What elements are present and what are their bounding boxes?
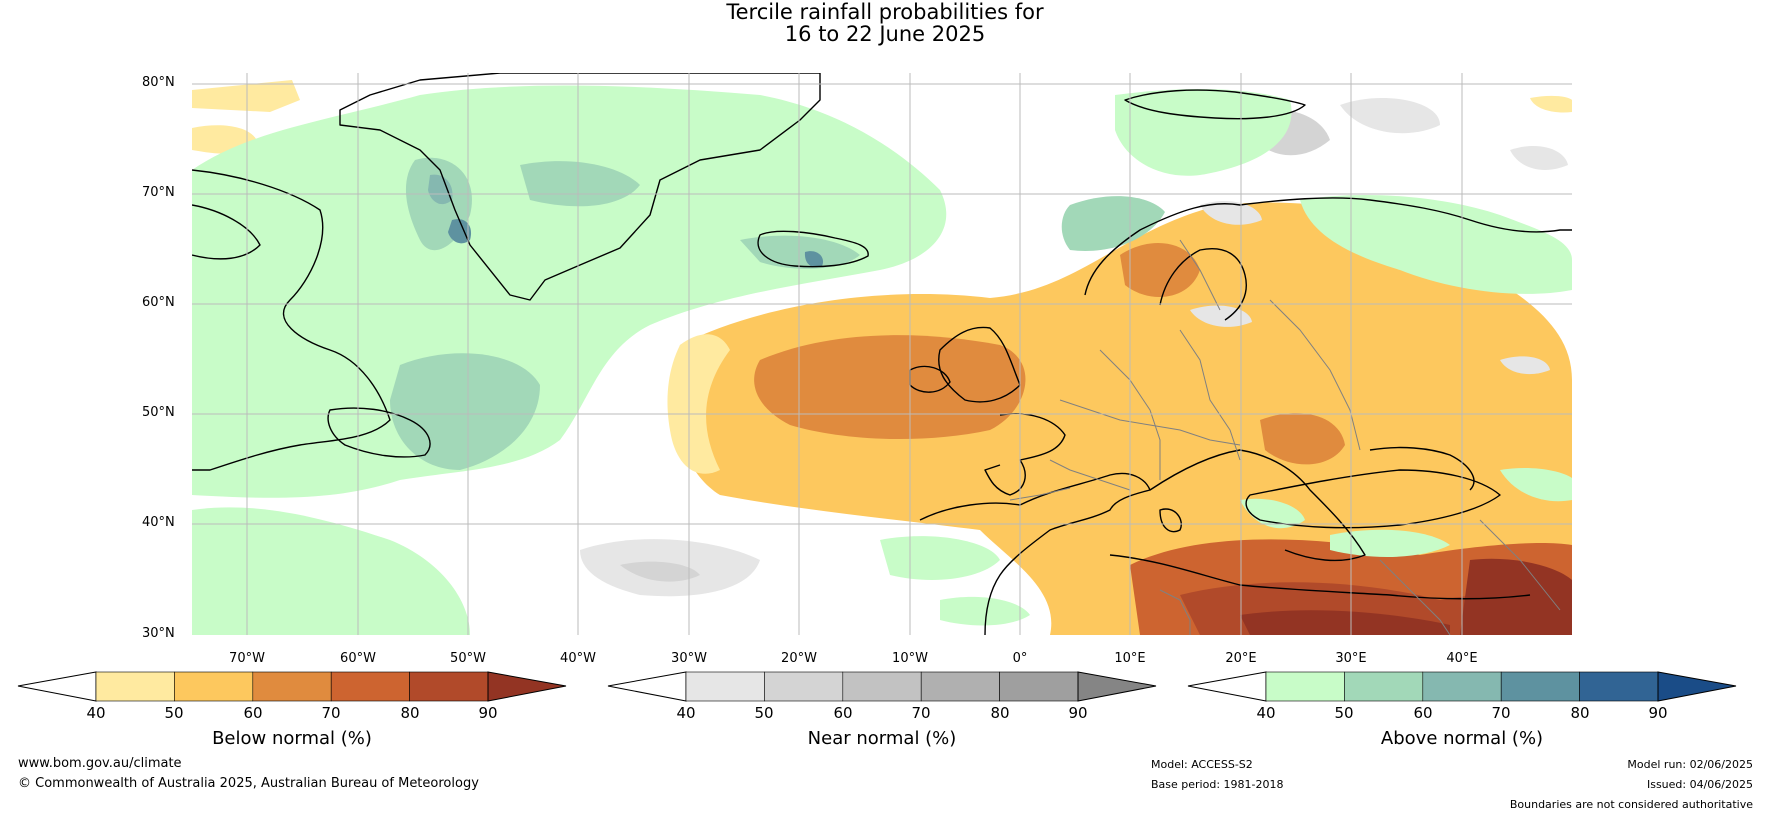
below-normal-tick: 60 (243, 704, 263, 722)
near-normal-tick: 50 (754, 704, 774, 722)
lon-label-40e: 40°E (1446, 651, 1478, 666)
lat-label-80n: 80°N (142, 75, 175, 90)
lon-label-30e: 30°E (1335, 651, 1367, 666)
model-name: Model: ACCESS-S2 (1151, 758, 1253, 771)
lat-label-50n: 50°N (142, 405, 175, 420)
colorbar-near-normal (607, 671, 1157, 702)
lon-label-30w: 30°W (671, 651, 707, 666)
lon-label-40w: 40°W (560, 651, 596, 666)
lat-label-40n: 40°N (142, 515, 175, 530)
below-normal-tick: 80 (400, 704, 420, 722)
above-normal-tick: 40 (1256, 704, 1276, 722)
above-normal-shading (192, 85, 1572, 635)
near-normal-tick: 40 (676, 704, 696, 722)
model-run-date: Model run: 02/06/2025 (1627, 758, 1753, 771)
map-title-line2: 16 to 22 June 2025 (784, 22, 986, 46)
near-normal-tick: 70 (911, 704, 931, 722)
lat-label-30n: 30°N (142, 626, 175, 641)
near-normal-tick: 60 (833, 704, 853, 722)
lon-label-10e: 10°E (1114, 651, 1146, 666)
lon-label-50w: 50°W (450, 651, 486, 666)
near-normal-tick: 90 (1068, 704, 1088, 722)
colorbar-below-normal (17, 671, 567, 702)
graticule (192, 73, 1572, 635)
below-normal-tick: 50 (164, 704, 184, 722)
near-normal-tick: 80 (990, 704, 1010, 722)
lon-label-60w: 60°W (340, 651, 376, 666)
above-normal-title: Above normal (%) (1380, 728, 1544, 749)
above-normal-tick: 80 (1570, 704, 1590, 722)
above-normal-tick: 70 (1491, 704, 1511, 722)
above-normal-tick: 60 (1413, 704, 1433, 722)
lon-label-20w: 20°W (781, 651, 817, 666)
lat-label-60n: 60°N (142, 295, 175, 310)
near-normal-title: Near normal (%) (807, 728, 957, 749)
issued-date: Issued: 04/06/2025 (1646, 778, 1753, 791)
below-normal-title: Below normal (%) (212, 728, 372, 749)
below-normal-tick: 90 (478, 704, 498, 722)
lon-label-20e: 20°E (1225, 651, 1257, 666)
above-normal-tick: 50 (1334, 704, 1354, 722)
website-link[interactable]: www.bom.gov.au/climate (18, 756, 182, 771)
lon-label-0: 0° (1012, 651, 1028, 666)
map-title-line1: Tercile rainfall probabilities for (726, 0, 1044, 24)
lon-label-10w: 10°W (892, 651, 928, 666)
base-period: Base period: 1981-2018 (1151, 778, 1284, 791)
colorbar-above-normal (1187, 671, 1737, 702)
boundaries-disclaimer: Boundaries are not considered authoritat… (1509, 798, 1753, 811)
country-borders (1009, 239, 1561, 635)
below-normal-tick: 70 (321, 704, 341, 722)
below-normal-tick: 40 (86, 704, 106, 722)
lon-label-70w: 70°W (229, 651, 265, 666)
copyright-notice: © Commonwealth of Australia 2025, Austra… (18, 776, 479, 791)
lat-label-70n: 70°N (142, 185, 175, 200)
above-normal-tick: 90 (1648, 704, 1668, 722)
